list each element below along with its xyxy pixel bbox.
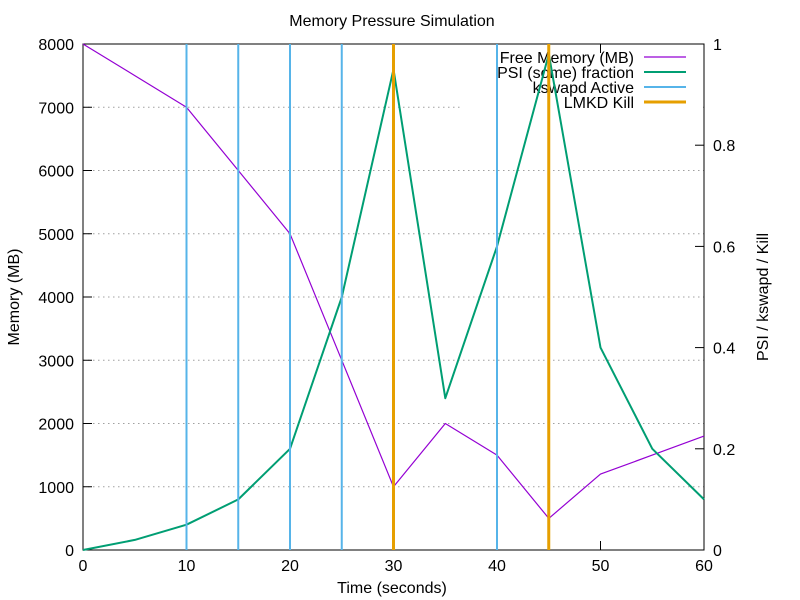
y-tick-label: 1000	[38, 480, 74, 497]
y-tick-label: 3000	[38, 353, 74, 370]
x-tick-label: 30	[385, 558, 403, 575]
x-tick-label: 20	[281, 558, 299, 575]
y-tick-label: 7000	[38, 100, 74, 117]
x-tick-label: 10	[178, 558, 196, 575]
x-axis-label: Time (seconds)	[337, 580, 447, 597]
y2-tick-label: 0.6	[713, 239, 735, 256]
axis-tick-labels: 0 10 20 30 40 50 60010002000300040005000600070…	[38, 37, 735, 575]
x-tick-label: 60	[695, 558, 713, 575]
y2-tick-label: 1	[713, 37, 722, 54]
legend-label-psi-some-fraction: PSI (some) fraction	[497, 65, 634, 82]
y-axis-label: Memory (MB)	[6, 249, 23, 346]
y-tick-label: 5000	[38, 227, 74, 244]
chart-title: Memory Pressure Simulation	[289, 13, 494, 30]
legend: Free Memory (MB)PSI (some) fractionkswap…	[497, 50, 686, 112]
x-tick-label: 0	[79, 558, 88, 575]
x-tick-label: 40	[488, 558, 506, 575]
y-tick-label: 0	[65, 543, 74, 560]
legend-label-lmkd-kill: LMKD Kill	[564, 95, 634, 112]
y-tick-label: 8000	[38, 37, 74, 54]
y-tick-label: 2000	[38, 417, 74, 434]
y2-tick-label: 0.8	[713, 138, 735, 155]
y2-tick-label: 0	[713, 543, 722, 560]
legend-label-kswapd-active: kswapd Active	[533, 80, 634, 97]
plot-series	[82, 43, 705, 551]
y2-axis-label: PSI / kswapd / Kill	[755, 233, 772, 361]
y2-tick-label: 0.4	[713, 341, 735, 358]
x-tick-label: 50	[592, 558, 610, 575]
legend-label-free-memory-mb: Free Memory (MB)	[500, 50, 634, 67]
y2-tick-label: 0.2	[713, 442, 735, 459]
y-tick-label: 6000	[38, 164, 74, 181]
y-tick-label: 4000	[38, 290, 74, 307]
